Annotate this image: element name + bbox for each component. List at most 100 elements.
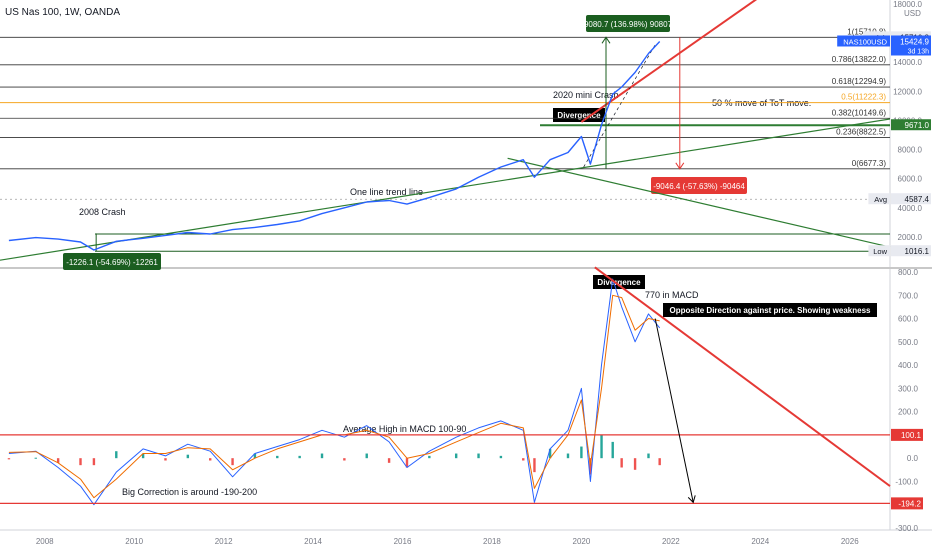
fib-level-label: 0.5(11222.3) [841, 93, 886, 102]
macd-avg-high-label: Average High in MACD 100-90 [343, 424, 466, 434]
price-tick-label: 18000.0 [893, 0, 922, 9]
mini-crash-label: 2020 mini Crash [553, 90, 619, 100]
gain-measure-box [586, 15, 670, 32]
price-tick-label: 2000.0 [898, 233, 923, 242]
time-tick-label: 2014 [304, 537, 322, 546]
macd-divergence-line [594, 266, 891, 487]
macd-histogram-bar [253, 453, 257, 459]
price-tick-label: 6000.0 [898, 175, 923, 184]
crash2008-label: 2008 Crash [79, 207, 126, 217]
drop-measure-box [651, 177, 747, 194]
macd-histogram-bar [7, 458, 11, 460]
drop-arrow-head [675, 162, 685, 170]
price-tag-box [891, 193, 931, 205]
macd-histogram-bar [428, 455, 431, 459]
time-tick-label: 2016 [394, 537, 412, 546]
time-tick-label: 2012 [215, 537, 233, 546]
macd-histogram-bar [580, 446, 583, 459]
currency-label[interactable]: USD [904, 9, 921, 18]
time-tick-label: 2008 [36, 537, 54, 546]
macd-histogram-bar [620, 458, 623, 468]
red-trend-line [580, 0, 758, 123]
fib-level-label: 0.382(10149.6) [832, 108, 887, 117]
macd-tick-label: -100.0 [895, 477, 918, 486]
macd-level-tag: 100.1 [901, 431, 922, 440]
macd-histogram-bar [298, 455, 301, 459]
price-tick-label: 8000.0 [898, 146, 923, 155]
long-trend-line [0, 118, 891, 261]
macd-tick-label: 0.0 [907, 454, 919, 463]
macd-histogram-bar [186, 454, 190, 459]
macd-histogram-bar [522, 458, 525, 461]
price-tag-name-box [837, 35, 890, 47]
gain-arrow-head [601, 36, 611, 44]
fib-level-label: 0.618(12294.9) [832, 77, 887, 86]
weakness-tag [663, 303, 877, 317]
price-tag-sub: 3d 13h [908, 48, 930, 55]
macd-level-tag-box [891, 497, 923, 510]
divergence-tag-macd [593, 275, 645, 289]
macd-histogram-bar [533, 458, 536, 473]
macd-level-tag-box [891, 428, 923, 441]
macd-histogram-bar [320, 453, 324, 459]
fib-level-label: 0(6677.3) [852, 159, 887, 168]
weakness-label: Opposite Direction against price. Showin… [670, 306, 871, 315]
macd-tick-label: 200.0 [898, 408, 919, 417]
price-tick-label: 14000.0 [893, 58, 922, 67]
divergence-label-macd: Divergence [597, 278, 641, 287]
macd-histogram-bar [454, 453, 458, 459]
macd-histogram-bar [276, 455, 279, 459]
macd-histogram-bar [164, 458, 167, 461]
crash2008-measure-label: -1226.1 (-54.69%) -12261 [66, 258, 158, 267]
trendline-label: One line trend line [350, 187, 423, 197]
time-tick-label: 2018 [483, 537, 501, 546]
macd-histogram-bar [548, 448, 552, 459]
macd-histogram-bar [600, 434, 603, 459]
macd-histogram-bar [633, 458, 637, 470]
macd-histogram-bar [115, 451, 118, 459]
price-tag-value: 15424.9 [900, 37, 929, 46]
price-tag-value: 4587.4 [905, 195, 930, 204]
macd-histogram-bar [589, 458, 592, 475]
macd-histogram-bar [343, 458, 346, 461]
macd-histogram-bar [499, 455, 503, 459]
macd-histogram-bar [92, 458, 96, 466]
price-tick-label: 4000.0 [898, 204, 923, 213]
price-tag-name-box [868, 193, 890, 205]
macd-histogram-bar [647, 453, 650, 459]
crash2008-measure-box [63, 253, 161, 270]
descending-trend-line [507, 157, 891, 248]
macd-level-tag: -194.2 [898, 499, 921, 508]
price-tag-name-box [868, 245, 890, 257]
macd-peak-label: 770 in MACD [645, 290, 699, 300]
correction-arrow [654, 318, 694, 503]
macd-histogram-bar [477, 453, 480, 459]
macd-tick-label: -300.0 [895, 524, 918, 533]
macd-histogram-bar [141, 453, 145, 459]
price-tag-value: 9671.0 [905, 121, 930, 130]
macd-tick-label: 700.0 [898, 291, 919, 300]
time-tick-label: 2010 [125, 537, 143, 546]
gain-measure-label: 9080.7 (136.98%) 90807 [584, 20, 673, 29]
macd-tick-label: 400.0 [898, 361, 919, 370]
macd-tick-label: 300.0 [898, 384, 919, 393]
price-tag-box [891, 245, 931, 257]
time-tick-label: 2024 [751, 537, 769, 546]
fib-level-label: 0.786(13822.0) [832, 55, 887, 64]
price-tag-box [891, 119, 931, 131]
signal-line [8, 294, 660, 499]
divergence-label-price: Divergence [557, 111, 601, 120]
macd-tick-label: 800.0 [898, 268, 919, 277]
big-correction-label: Big Correction is around -190-200 [122, 487, 257, 497]
macd-tick-label: 600.0 [898, 315, 919, 324]
symbol-title[interactable]: US Nas 100, 1W, OANDA [5, 7, 120, 18]
price-tick-label: 12000.0 [893, 87, 922, 96]
macd-histogram-bar [209, 458, 212, 461]
time-tick-label: 2022 [662, 537, 680, 546]
macd-histogram-bar [611, 441, 614, 459]
macd-histogram-bar [566, 453, 570, 459]
price-tag-value: 1016.1 [905, 247, 930, 256]
macd-tick-label: 500.0 [898, 338, 919, 347]
macd-histogram-bar [658, 458, 661, 466]
